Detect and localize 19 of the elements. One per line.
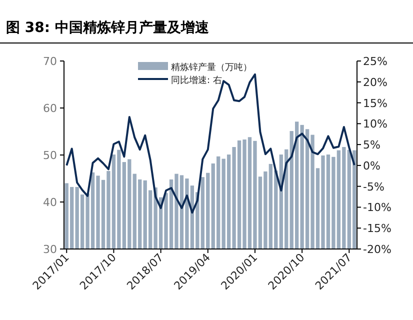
legend-label: 同比增速: 右 [171, 75, 222, 86]
y2-tick-label: 15% [363, 96, 388, 110]
y2-tick-label: 0% [363, 159, 380, 172]
y2-tick-label: -5% [363, 180, 384, 194]
y-tick-label: 50 [43, 149, 57, 162]
y-tick-label: 70 [43, 55, 57, 68]
chart-title: 图 38: 中国精炼锌月产量及增速 [6, 19, 210, 36]
legend-label: 精炼锌产量（万吨） [171, 62, 252, 73]
y-tick-label: 30 [43, 243, 57, 256]
y-tick-label: 60 [43, 102, 57, 115]
y2-tick-label: -15% [363, 222, 392, 236]
line-series [66, 73, 356, 214]
y2-tick-label: -20% [363, 243, 392, 256]
y2-tick-label: 25% [363, 55, 388, 68]
y2-tick-label: 20% [363, 76, 388, 89]
y2-tick-label: 10% [363, 118, 388, 131]
y2-tick-label: -10% [363, 201, 392, 214]
y-tick-label: 40 [43, 196, 57, 209]
y2-tick-label: 5% [363, 138, 380, 152]
